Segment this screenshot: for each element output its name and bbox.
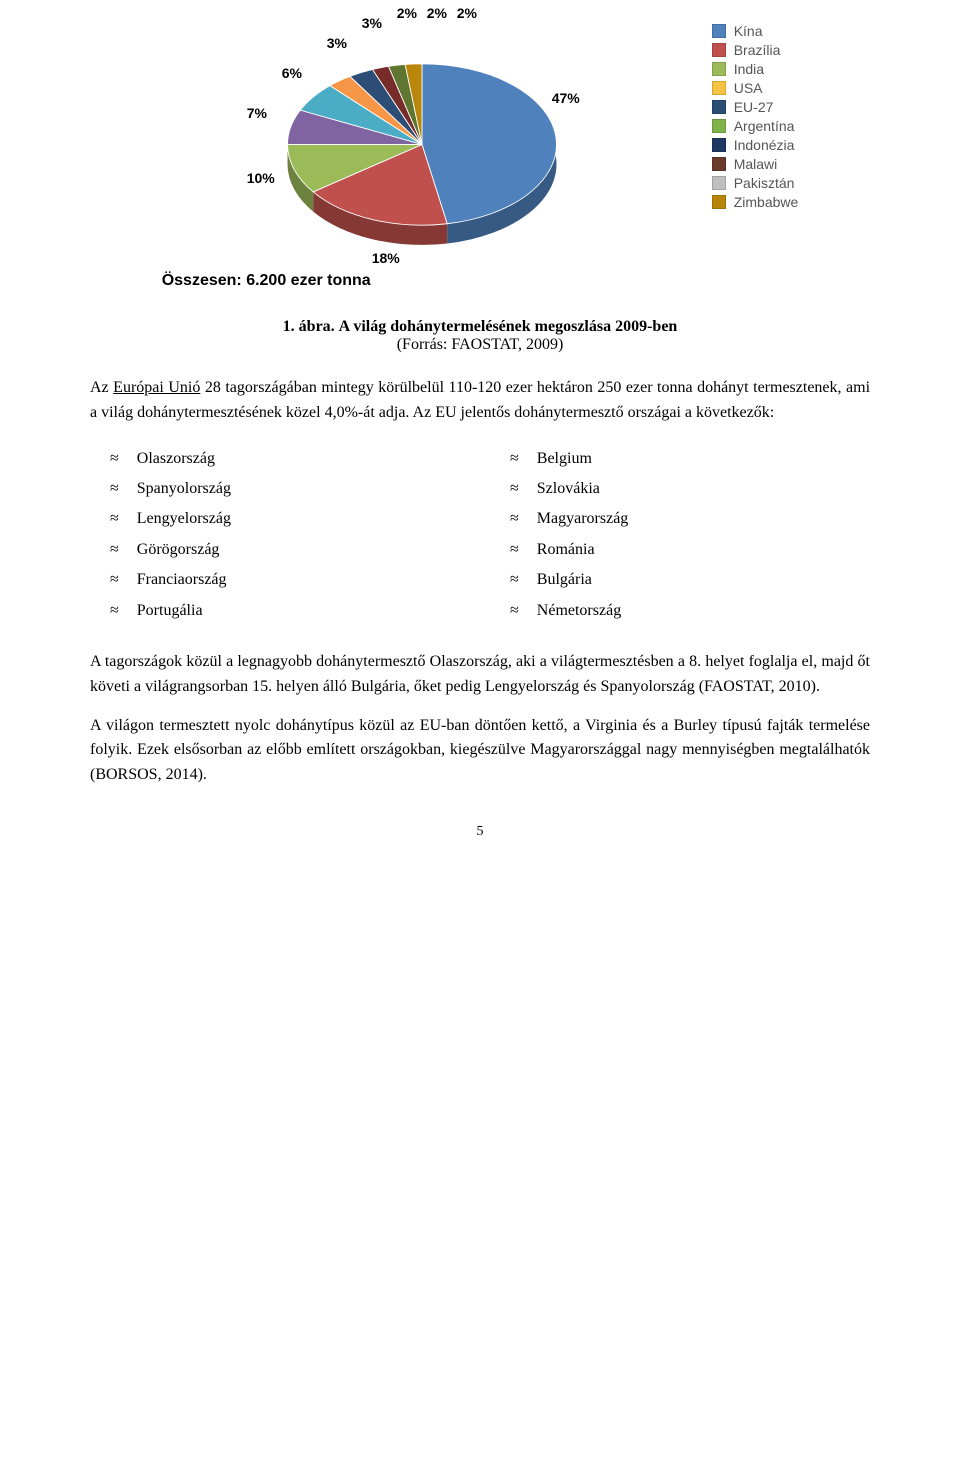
paragraph-1: Az Európai Unió 28 tagországában mintegy… — [90, 376, 870, 426]
legend-label: Zimbabwe — [734, 194, 799, 210]
pie-legend: Kína Brazília India USA EU-27 Argentína Indoné… — [712, 20, 799, 213]
list-item: Lengyelország — [110, 504, 450, 534]
list-item: Franciaország — [110, 565, 450, 595]
legend-swatch — [712, 100, 726, 114]
pie-pct-label: 7% — [247, 105, 267, 121]
legend-swatch — [712, 62, 726, 76]
list-item: Belgium — [510, 444, 850, 474]
pie-pct-label: 18% — [372, 250, 400, 266]
pie-pct-label: 3% — [362, 15, 382, 31]
legend-item: Kína — [712, 23, 799, 39]
list-item: Bulgária — [510, 565, 850, 595]
legend-item: Malawi — [712, 156, 799, 172]
pie-pct-label: 3% — [327, 35, 347, 51]
legend-item: Indonézia — [712, 137, 799, 153]
p1-post: 28 tagországában mintegy körülbelül 110-… — [90, 379, 870, 421]
paragraph-2: A tagországok közül a legnagyobb dohányt… — [90, 650, 870, 700]
legend-swatch — [712, 43, 726, 57]
list-item: Románia — [510, 535, 850, 565]
legend-item: EU-27 — [712, 99, 799, 115]
legend-label: USA — [734, 80, 763, 96]
pie-pct-label: 2% — [427, 5, 447, 21]
pie-chart-svg — [212, 10, 632, 270]
legend-label: Argentína — [734, 118, 795, 134]
paragraph-3: A világon termesztett nyolc dohánytípus … — [90, 714, 870, 788]
legend-swatch — [712, 24, 726, 38]
country-columns: OlaszországSpanyolországLengyelországGör… — [110, 444, 850, 626]
caption-number: 1. ábra. — [283, 318, 335, 335]
legend-label: Brazília — [734, 42, 781, 58]
legend-swatch — [712, 138, 726, 152]
legend-swatch — [712, 119, 726, 133]
pie-total-label: Összesen: 6.200 ezer tonna — [162, 272, 682, 290]
pie-pct-label: 2% — [457, 5, 477, 21]
caption-title: A világ dohánytermelésének megoszlása 20… — [339, 318, 678, 335]
pie-pct-label: 10% — [247, 170, 275, 186]
legend-swatch — [712, 176, 726, 190]
legend-label: Indonézia — [734, 137, 795, 153]
list-item: Magyarország — [510, 504, 850, 534]
legend-item: USA — [712, 80, 799, 96]
list-item: Spanyolország — [110, 474, 450, 504]
list-item: Olaszország — [110, 444, 450, 474]
p1-pre: Az — [90, 379, 113, 396]
pie-chart-region: 47% 18% 10% 7% 6% 3% 3% 2% 2% 2% Összesen: 6.200 … — [90, 0, 870, 290]
list-item: Görögország — [110, 535, 450, 565]
legend-label: Kína — [734, 23, 763, 39]
legend-item: Zimbabwe — [712, 194, 799, 210]
legend-item: India — [712, 61, 799, 77]
figure-caption: 1. ábra. A világ dohánytermelésének mego… — [90, 318, 870, 354]
country-col-right: BelgiumSzlovákiaMagyarországRomániaBulgá… — [510, 444, 850, 626]
pie-pct-label: 47% — [552, 90, 580, 106]
legend-item: Brazília — [712, 42, 799, 58]
legend-label: Pakisztán — [734, 175, 795, 191]
pie-column: 47%18%10%7%6%3%3%2%2%2% Összesen: 6.200 … — [162, 10, 682, 290]
list-item: Németország — [510, 596, 850, 626]
legend-item: Pakisztán — [712, 175, 799, 191]
legend-label: India — [734, 61, 764, 77]
list-item: Portugália — [110, 596, 450, 626]
legend-swatch — [712, 195, 726, 209]
pie-pct-label: 6% — [282, 65, 302, 81]
legend-swatch — [712, 157, 726, 171]
legend-swatch — [712, 81, 726, 95]
page-number: 5 — [90, 824, 870, 840]
list-item: Szlovákia — [510, 474, 850, 504]
country-col-left: OlaszországSpanyolországLengyelországGör… — [110, 444, 450, 626]
legend-item: Argentína — [712, 118, 799, 134]
legend-label: EU-27 — [734, 99, 774, 115]
legend-label: Malawi — [734, 156, 778, 172]
caption-source: (Forrás: FAOSTAT, 2009) — [397, 336, 564, 353]
pie-pct-label: 2% — [397, 5, 417, 21]
p1-underline: Európai Unió — [113, 379, 200, 396]
